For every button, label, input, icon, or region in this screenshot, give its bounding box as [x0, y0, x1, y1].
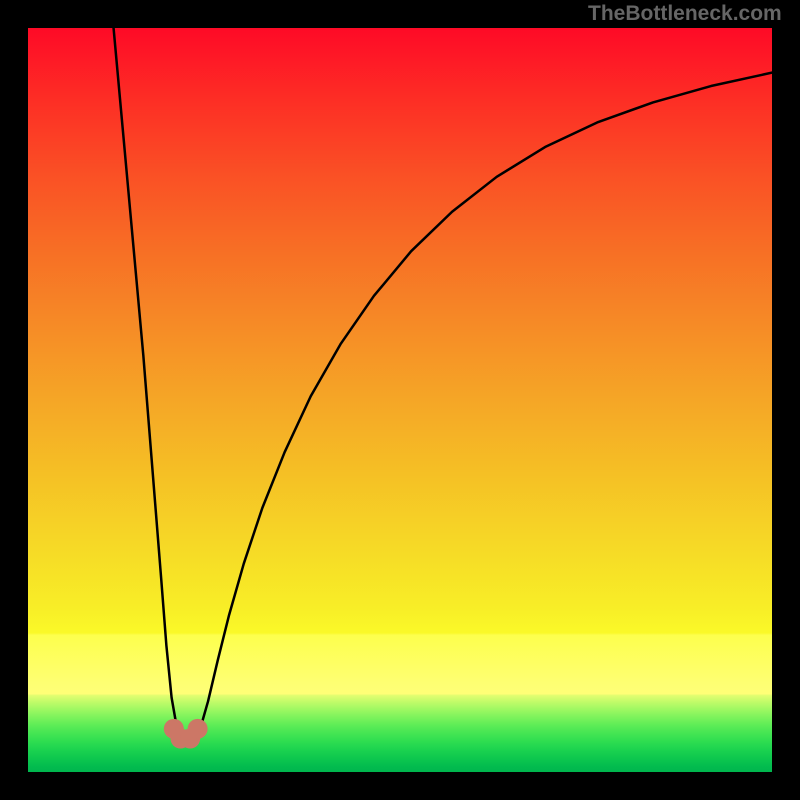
- chart-container: TheBottleneck.com: [0, 0, 800, 800]
- marker-point: [188, 719, 208, 739]
- plot-area: [28, 28, 772, 772]
- watermark-text: TheBottleneck.com: [588, 2, 782, 26]
- gradient-background: [28, 28, 772, 772]
